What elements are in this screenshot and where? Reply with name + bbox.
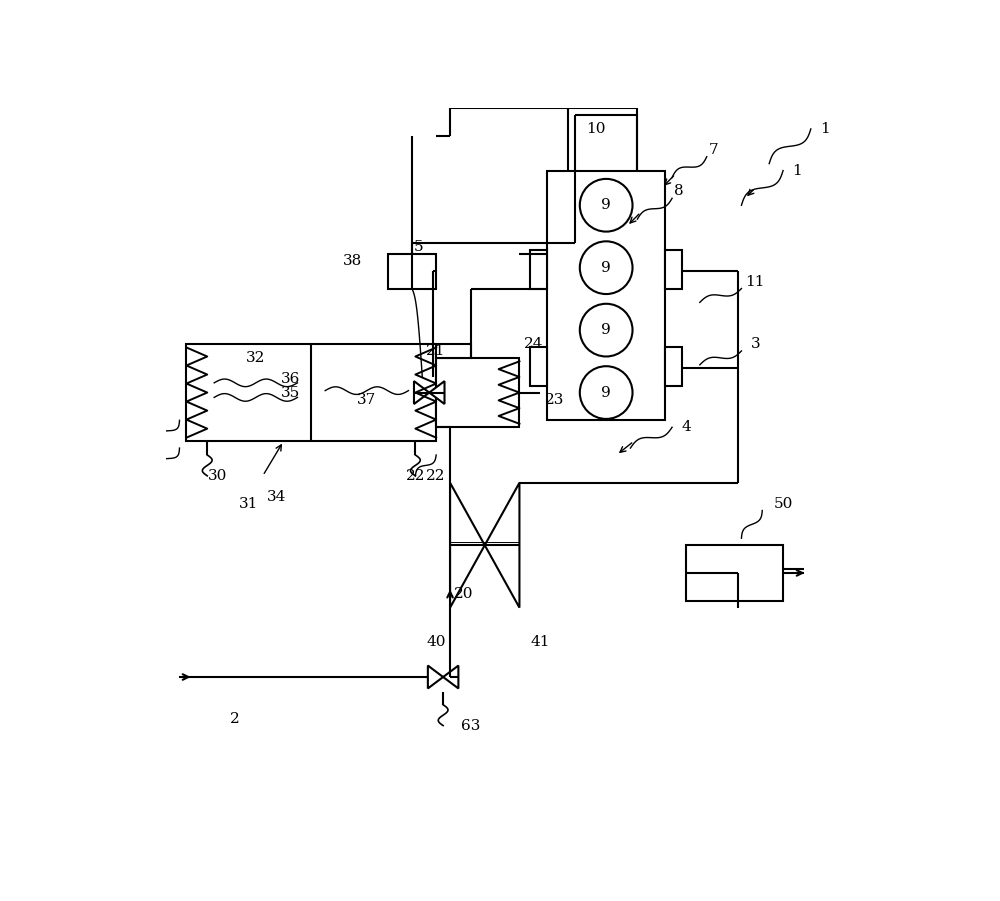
- Text: 20: 20: [454, 587, 474, 601]
- Text: 11: 11: [746, 275, 765, 288]
- Bar: [665, 250, 682, 288]
- Text: 9: 9: [601, 386, 611, 399]
- Text: 1: 1: [820, 122, 830, 136]
- Text: 3: 3: [751, 337, 760, 351]
- Text: 35: 35: [281, 386, 300, 399]
- Text: 5: 5: [414, 240, 424, 254]
- Text: 63: 63: [461, 719, 481, 733]
- Text: 22: 22: [426, 469, 446, 483]
- Text: 9: 9: [601, 198, 611, 213]
- Text: 24: 24: [524, 337, 543, 351]
- Text: 38: 38: [343, 254, 363, 268]
- Circle shape: [580, 241, 633, 294]
- Circle shape: [580, 304, 633, 357]
- Bar: [547, 170, 665, 420]
- Text: 37: 37: [357, 393, 376, 406]
- Bar: [530, 250, 547, 288]
- Text: 10: 10: [586, 122, 606, 136]
- Text: 50: 50: [773, 496, 793, 511]
- Text: 22: 22: [406, 469, 425, 483]
- Polygon shape: [443, 666, 458, 688]
- Bar: [186, 344, 436, 441]
- Bar: [388, 254, 436, 288]
- Bar: [686, 545, 783, 601]
- Text: 9: 9: [601, 260, 611, 275]
- Circle shape: [580, 366, 633, 419]
- Text: 1: 1: [792, 164, 802, 177]
- Text: 34: 34: [267, 489, 286, 504]
- Bar: [530, 348, 547, 386]
- Polygon shape: [429, 381, 445, 404]
- Text: 30: 30: [208, 469, 227, 483]
- Polygon shape: [450, 483, 485, 607]
- Polygon shape: [428, 666, 443, 688]
- Text: 36: 36: [281, 372, 300, 386]
- Text: 9: 9: [601, 323, 611, 337]
- Text: 2: 2: [230, 712, 240, 725]
- Bar: [665, 348, 682, 386]
- Polygon shape: [414, 381, 429, 404]
- Text: 40: 40: [426, 635, 446, 650]
- Bar: [436, 358, 519, 427]
- Bar: [436, 344, 471, 358]
- Polygon shape: [485, 483, 519, 607]
- Text: 8: 8: [674, 185, 684, 198]
- Text: 31: 31: [239, 496, 259, 511]
- Text: 7: 7: [709, 142, 719, 157]
- Text: 4: 4: [681, 420, 691, 434]
- Circle shape: [580, 179, 633, 232]
- Text: 21: 21: [426, 344, 446, 358]
- Text: 23: 23: [544, 393, 564, 406]
- Text: 41: 41: [531, 635, 550, 650]
- Text: 32: 32: [246, 350, 265, 365]
